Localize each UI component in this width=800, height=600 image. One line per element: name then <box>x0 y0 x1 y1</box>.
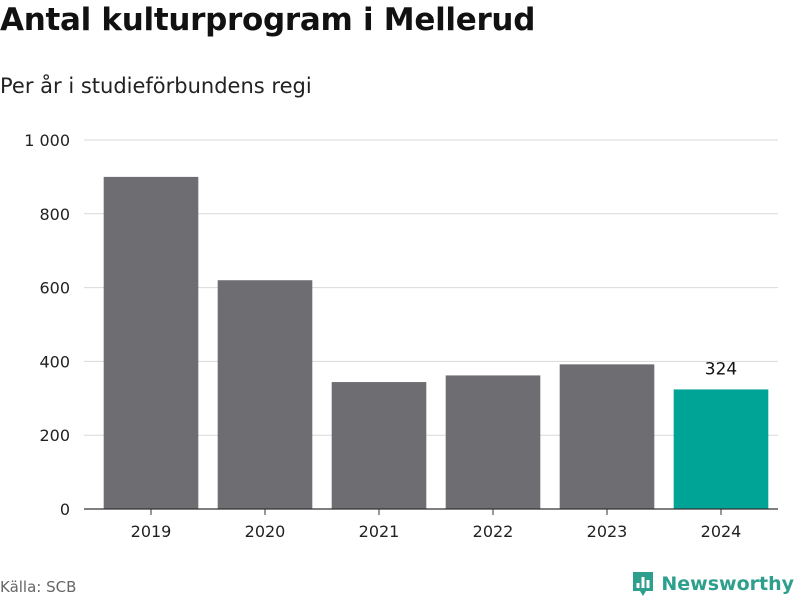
newsworthy-icon <box>633 572 654 596</box>
chart-subtitle: Per år i studieförbundens regi <box>0 74 312 98</box>
bar-2024 <box>673 389 769 509</box>
bar-2021 <box>331 382 427 509</box>
bar-2022 <box>445 375 541 509</box>
y-tick-label: 600 <box>39 279 70 298</box>
x-tick-label: 2019 <box>131 522 172 541</box>
y-tick-label: 1 000 <box>24 131 70 150</box>
brand-logo: Newsworthy <box>631 570 794 598</box>
bar-2023 <box>559 364 655 509</box>
x-tick-label: 2020 <box>245 522 286 541</box>
y-tick-label: 800 <box>39 205 70 224</box>
source-note: Källa: SCB <box>0 578 77 596</box>
bar-chart: 0 200 400 600 800 1 000 2019 2020 2021 2022 2023 20… <box>24 131 778 541</box>
bar-2019 <box>103 176 199 509</box>
labels: 0 200 400 600 800 1 000 2019 2020 2021 2022 2023 20… <box>24 131 741 541</box>
x-tick-label: 2021 <box>359 522 400 541</box>
x-tick-label: 2022 <box>473 522 514 541</box>
y-tick-label: 0 <box>60 500 70 519</box>
y-tick-label: 200 <box>39 426 70 445</box>
data-label: 324 <box>705 359 737 379</box>
y-tick-label: 400 <box>39 352 70 371</box>
chart-title: Antal kulturprogram i Mellerud <box>0 2 536 38</box>
x-tick-label: 2024 <box>701 522 742 541</box>
gridlines <box>84 139 778 436</box>
axes <box>84 508 778 515</box>
bar-2020 <box>217 280 313 509</box>
x-tick-label: 2023 <box>587 522 628 541</box>
brand-name: Newsworthy <box>661 573 794 595</box>
bars <box>103 176 769 509</box>
